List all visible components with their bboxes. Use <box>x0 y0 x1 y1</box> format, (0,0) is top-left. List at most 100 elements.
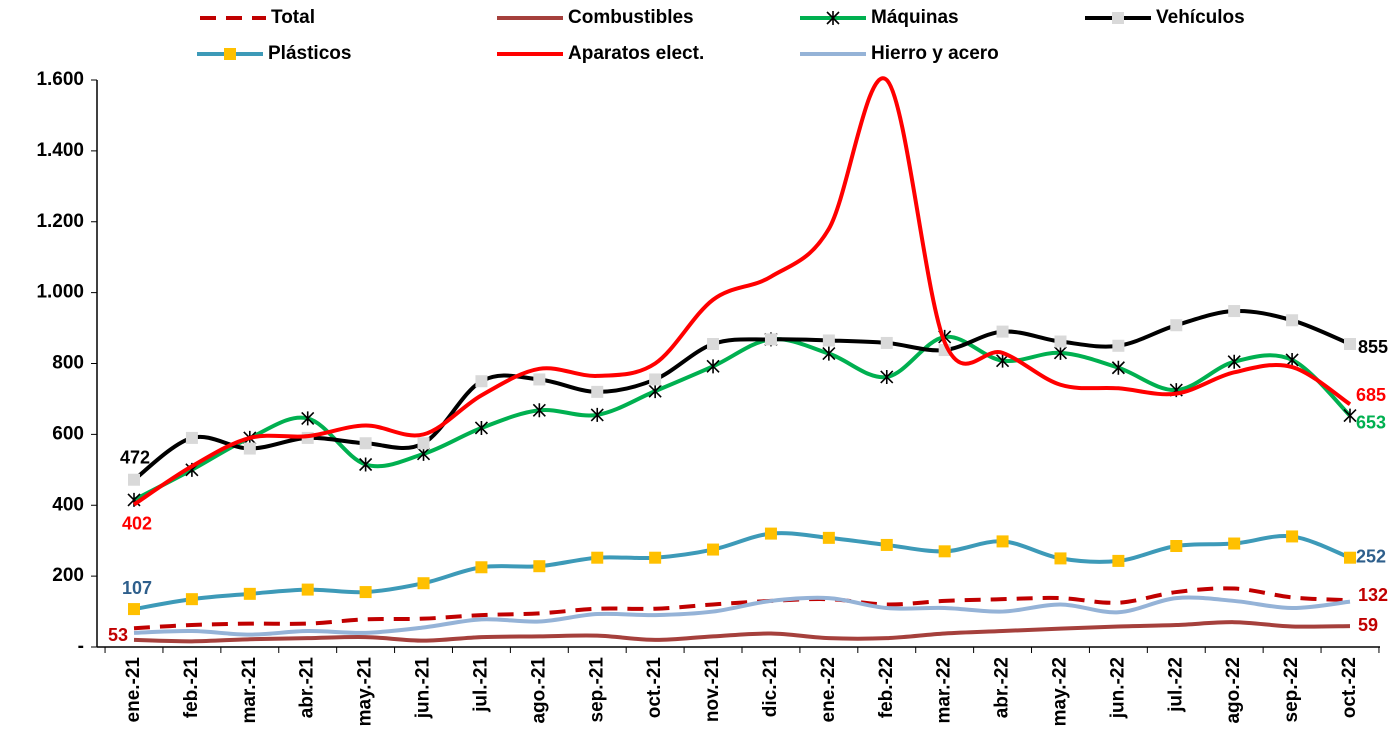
legend-marker <box>1112 12 1124 24</box>
marker <box>764 527 777 540</box>
x-tick-label: abr.-21 <box>297 657 318 719</box>
marker <box>1170 540 1183 553</box>
series-line <box>133 531 1351 612</box>
marker <box>591 551 604 564</box>
y-tick-label: 400 <box>52 494 84 515</box>
x-tick-label: ene.-22 <box>818 657 839 722</box>
marker <box>822 531 835 544</box>
marker <box>1344 551 1356 564</box>
marker <box>880 369 894 384</box>
marker <box>822 346 836 361</box>
x-tick-label: ene.-21 <box>123 657 144 723</box>
marker <box>590 407 604 422</box>
x-tick-label: mar.-21 <box>239 657 260 724</box>
x-tick-label: jul.-22 <box>1165 657 1186 713</box>
marker <box>649 373 662 386</box>
legend-label: Plásticos <box>268 43 351 64</box>
marker <box>301 583 314 596</box>
series-line <box>133 586 1351 631</box>
marker <box>1054 552 1067 565</box>
marker <box>1286 530 1299 543</box>
marker <box>417 577 430 590</box>
legend-label: Aparatos elect. <box>568 43 704 64</box>
marker <box>996 535 1009 548</box>
marker <box>1286 314 1299 327</box>
marker <box>880 336 893 349</box>
series-line <box>133 334 1352 502</box>
marker <box>880 538 893 551</box>
data-label: 472 <box>120 447 150 467</box>
y-tick-label: 1.600 <box>36 69 84 90</box>
series-line <box>133 595 1351 637</box>
marker <box>475 375 488 388</box>
series-line <box>132 76 1352 507</box>
data-label: 685 <box>1356 385 1386 405</box>
marker <box>1285 352 1299 367</box>
marker <box>1112 339 1125 352</box>
x-tick-label: ago.-21 <box>528 657 549 724</box>
x-tick-label: abr.-22 <box>992 657 1013 718</box>
marker <box>1112 554 1125 567</box>
legend-label: Total <box>271 7 315 28</box>
y-tick-label: 800 <box>52 353 84 374</box>
x-tick-label: nov.-21 <box>702 657 723 723</box>
marker <box>706 359 720 374</box>
x-tick-label: may.-22 <box>1049 657 1070 726</box>
marker <box>1111 360 1125 375</box>
x-tick-label: ago.-22 <box>1223 657 1244 724</box>
marker <box>1343 408 1357 423</box>
marker <box>1228 537 1241 550</box>
marker <box>822 334 835 347</box>
x-tick-label: jul.-21 <box>470 657 491 713</box>
x-tick-label: jun.-21 <box>413 657 434 720</box>
data-label: 59 <box>1358 615 1378 635</box>
data-label: 252 <box>1356 546 1386 566</box>
y-tick-label: 600 <box>52 423 84 444</box>
x-tick-label: mar.-22 <box>934 657 955 724</box>
legend-marker <box>826 11 840 25</box>
series-line <box>133 620 1351 644</box>
y-tick-label: 200 <box>52 565 84 586</box>
data-label: 53 <box>108 625 128 645</box>
marker <box>533 373 546 386</box>
marker <box>1170 319 1183 332</box>
data-label: 653 <box>1356 412 1386 432</box>
marker <box>185 431 198 444</box>
marker <box>1053 345 1068 360</box>
legend-label: Vehículos <box>1156 7 1245 28</box>
x-tick-label: oct.-22 <box>1339 657 1360 718</box>
x-tick-label: may.-21 <box>355 657 376 727</box>
marker <box>1227 354 1241 369</box>
marker <box>591 385 604 398</box>
x-tick-label: sep.-22 <box>1281 657 1302 722</box>
marker <box>128 603 140 616</box>
x-tick-label: sep.-21 <box>586 657 607 723</box>
marker <box>649 551 662 564</box>
x-tick-label: jun.-22 <box>1107 657 1128 719</box>
y-tick-label: 1.200 <box>36 211 84 232</box>
marker <box>707 338 720 351</box>
marker <box>532 403 546 418</box>
data-label: 107 <box>122 578 152 598</box>
marker <box>938 545 951 558</box>
x-tick-label: feb.-21 <box>181 657 202 719</box>
marker <box>185 593 198 606</box>
legend-label: Hierro y acero <box>871 43 999 64</box>
marker <box>243 587 256 600</box>
x-tick-label: dic.-21 <box>760 657 781 718</box>
marker <box>359 457 373 472</box>
legend-marker <box>224 48 236 60</box>
y-tick-label: 1.400 <box>36 140 84 161</box>
marker <box>475 561 488 574</box>
legend-label: Máquinas <box>871 7 959 28</box>
marker <box>1228 305 1241 318</box>
marker <box>764 333 777 346</box>
x-tick-label: feb.-22 <box>876 657 897 718</box>
data-label: 132 <box>1358 585 1388 605</box>
legend-label: Combustibles <box>568 7 694 28</box>
marker <box>128 473 140 486</box>
marker <box>1054 335 1067 348</box>
marker <box>1344 338 1356 351</box>
series-line <box>132 308 1351 482</box>
marker <box>474 420 488 435</box>
